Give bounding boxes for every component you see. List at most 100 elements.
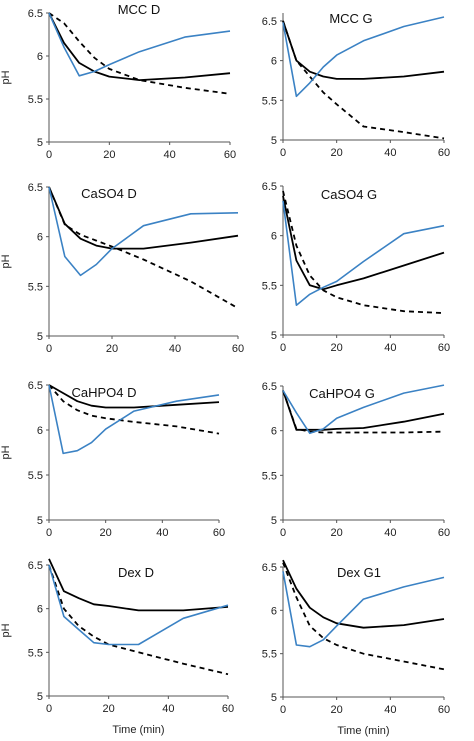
x-axis-label: Time (min)	[112, 724, 164, 736]
x-tick-label: 0	[280, 527, 286, 539]
series-line-dashed	[48, 564, 229, 676]
y-tick-label: 5	[271, 692, 277, 704]
y-axis-label: pH	[0, 254, 12, 268]
panel-title: CaSO4 D	[81, 186, 137, 201]
x-tick-label: 60	[232, 343, 244, 355]
x-tick-label: 40	[162, 703, 174, 715]
panel-6: 5 5.5 6 6.5 0 20 40 60 CaHPO4 G	[262, 381, 450, 539]
panel-4: 5 5.5 6 6.5 0 20 40 60 CaSO4 G	[262, 181, 450, 354]
x-tick-label: 20	[331, 704, 343, 716]
y-tick-label: 6.5	[28, 182, 43, 194]
series-line-dashed	[48, 12, 231, 95]
x-tick-label: 20	[331, 147, 343, 159]
series-line-blue	[48, 384, 220, 455]
y-tick-label: 5.5	[262, 280, 277, 292]
x-tick-label: 60	[438, 147, 450, 159]
x-tick-label: 20	[100, 527, 112, 539]
x-tick-label: 60	[222, 703, 234, 715]
y-tick-label: 6.5	[262, 16, 277, 28]
series-line-black	[48, 12, 231, 81]
y-tick-label: 6	[271, 426, 277, 438]
x-tick-label: 60	[224, 149, 236, 161]
y-axis-label: pH	[0, 445, 12, 459]
panel-title: CaHPO4 G	[309, 386, 375, 401]
panel-title: CaHPO4 D	[71, 385, 136, 400]
x-tick-label: 0	[46, 527, 52, 539]
x-tick-label: 0	[280, 147, 286, 159]
series-line-blue	[48, 564, 229, 646]
y-tick-label: 5	[37, 331, 43, 343]
y-tick-label: 5.5	[262, 649, 277, 661]
series-line-black	[282, 390, 445, 431]
x-tick-label: 40	[384, 342, 396, 354]
y-tick-label: 6.5	[262, 381, 277, 393]
y-tick-label: 5.5	[262, 470, 277, 482]
y-axis-label: pH	[0, 623, 12, 637]
series-line-blue	[282, 384, 445, 435]
x-axis-label: Time (min)	[337, 725, 389, 737]
series-line-black	[282, 559, 445, 629]
series-line-black	[48, 186, 239, 250]
x-tick-label: 0	[46, 149, 52, 161]
x-tick-label: 0	[280, 704, 286, 716]
x-tick-label: 40	[169, 343, 181, 355]
panel-1: 5 5.5 6 6.5 0 20 40 60 MCC D pH	[0, 2, 236, 161]
panel-3: 5 5.5 6 6.5 0 20 40 60 CaSO4 D pH	[0, 182, 244, 355]
x-tick-label: 20	[331, 342, 343, 354]
panel-title: CaSO4 G	[321, 187, 377, 202]
series-line-blue	[282, 200, 445, 307]
panel-8: 5 5.5 6 6.5 0 20 40 60 Dex G1 Time (min)	[262, 559, 450, 737]
y-tick-label: 6.5	[28, 380, 43, 392]
y-tick-label: 6	[37, 232, 43, 244]
x-tick-label: 60	[213, 527, 225, 539]
y-tick-label: 6	[271, 605, 277, 617]
x-tick-label: 40	[384, 527, 396, 539]
y-tick-label: 5	[37, 137, 43, 149]
x-tick-label: 60	[438, 342, 450, 354]
series-line-dashed	[282, 390, 445, 434]
y-tick-label: 5	[37, 691, 43, 703]
series-line-dashed	[282, 562, 445, 671]
series-line-black	[282, 195, 445, 291]
y-tick-label: 5.5	[262, 95, 277, 107]
panel-2: 5 5.5 6 6.5 0 20 40 60 MCC G	[262, 11, 450, 159]
y-tick-label: 6.5	[262, 181, 277, 193]
x-tick-label: 0	[280, 342, 286, 354]
x-tick-label: 20	[103, 149, 115, 161]
y-tick-label: 5	[37, 515, 43, 527]
series-line-black	[48, 558, 229, 612]
y-tick-label: 5	[271, 515, 277, 527]
panel-title: Dex G1	[337, 565, 381, 580]
x-tick-label: 0	[46, 703, 52, 715]
x-tick-label: 40	[384, 147, 396, 159]
panel-title: MCC D	[118, 2, 161, 17]
y-axis-label: pH	[0, 70, 12, 84]
x-tick-label: 20	[103, 703, 115, 715]
y-tick-label: 6.5	[28, 560, 43, 572]
series-line-dashed	[48, 186, 239, 309]
y-tick-label: 5.5	[28, 281, 43, 293]
panel-title: MCC G	[329, 11, 372, 26]
x-tick-label: 60	[438, 527, 450, 539]
series-line-blue	[282, 571, 445, 648]
panel-5: 5 5.5 6 6.5 0 20 40 60 CaHPO4 D pH	[0, 380, 225, 539]
x-tick-label: 20	[106, 343, 118, 355]
x-tick-label: 20	[331, 527, 343, 539]
series-line-blue	[282, 16, 445, 98]
y-tick-label: 5	[271, 135, 277, 147]
y-tick-label: 5.5	[28, 470, 43, 482]
series-line-black	[282, 20, 445, 80]
y-tick-label: 6	[37, 51, 43, 63]
x-tick-label: 40	[156, 527, 168, 539]
series-line-blue	[48, 12, 231, 77]
panel-7: 5 5.5 6 6.5 0 20 40 60 Dex D pH Time (min)	[0, 558, 234, 736]
series-line-blue	[48, 186, 239, 277]
series-line-dashed	[282, 190, 445, 314]
y-tick-label: 5	[271, 330, 277, 342]
series-line-black	[48, 384, 220, 409]
panel-title: Dex D	[118, 565, 154, 580]
x-tick-label: 40	[384, 704, 396, 716]
y-tick-label: 6	[271, 231, 277, 243]
x-tick-label: 40	[164, 149, 176, 161]
